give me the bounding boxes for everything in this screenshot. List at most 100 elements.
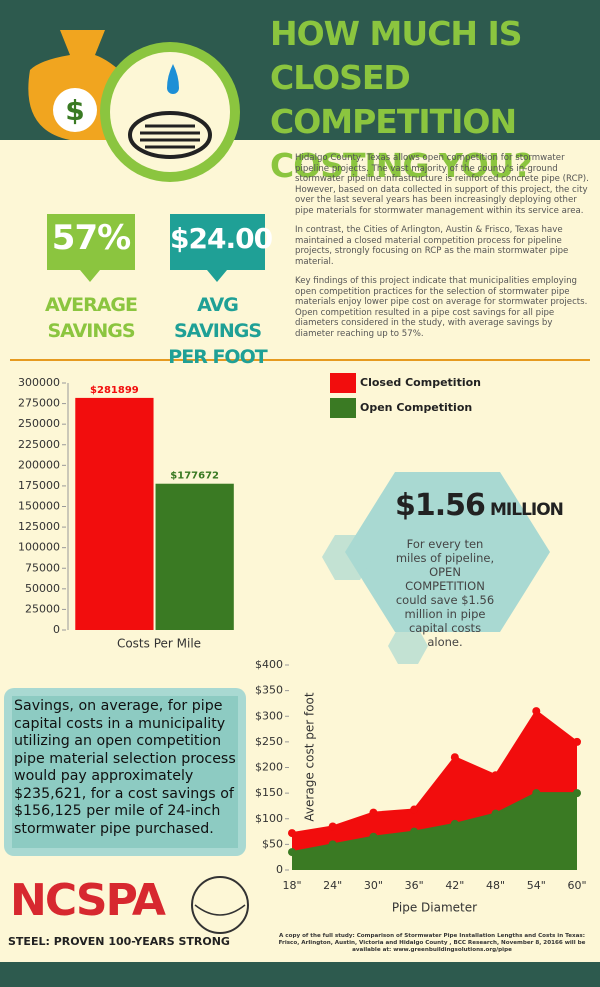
savings-text: Savings, on average, for pipe capital co… <box>14 698 236 837</box>
stat-label: AVERAGE SAVINGS <box>40 292 142 344</box>
bar <box>155 483 234 630</box>
stat-box <box>47 214 135 270</box>
point <box>288 829 296 838</box>
y-tick-label: 100000 <box>18 541 60 554</box>
point <box>288 848 296 857</box>
bar <box>75 397 154 630</box>
y-tick-label: 225000 <box>18 438 60 451</box>
y-tick-label: $200 <box>255 761 283 774</box>
point <box>410 805 419 814</box>
footer-band <box>0 962 600 987</box>
point <box>573 789 581 798</box>
stat-label-line: AVERAGE <box>44 294 138 316</box>
drop <box>167 64 179 95</box>
x-tick-label: 54" <box>527 879 546 892</box>
stat-label: AVG SAVINGS PER FOOT <box>155 292 280 370</box>
stat-box <box>170 214 265 270</box>
y-tick-label: $300 <box>255 709 283 722</box>
y-tick-label: $150 <box>255 786 283 799</box>
x-tick-label: 30" <box>364 879 383 892</box>
hexagon-small <box>388 628 428 664</box>
dollar-icon: $ <box>65 94 84 127</box>
y-tick-label: 75000 <box>25 561 60 574</box>
legend-swatch <box>330 398 356 418</box>
x-tick-label: 18" <box>282 879 301 892</box>
y-tick-label: 250000 <box>18 417 60 430</box>
x-tick-label: 36" <box>405 879 424 892</box>
point <box>532 789 541 798</box>
x-tick-label: 24" <box>323 879 342 892</box>
paragraph: In contrast, the Cities of Arlington, Au… <box>295 225 569 267</box>
amount-unit: MILLION <box>490 500 564 520</box>
hexagon-small <box>322 535 373 580</box>
y-tick-label: 125000 <box>18 520 60 533</box>
y-tick-label: 175000 <box>18 479 60 492</box>
stat-pointer <box>207 270 227 282</box>
y-tick-label: 0 <box>53 623 60 636</box>
y-tick-label: $250 <box>255 735 283 748</box>
logo: NCSPA <box>10 875 166 926</box>
point <box>328 840 337 849</box>
point <box>328 822 337 831</box>
x-axis-label: Pipe Diameter <box>392 901 477 915</box>
stat-label-line: AVG SAVINGS <box>173 294 262 342</box>
drain <box>128 111 212 159</box>
point <box>369 808 378 817</box>
title: HOW MUCH IS CLOSED COMPETITION COSTING Y… <box>270 12 600 188</box>
x-tick-label: Costs Per Mile <box>117 637 201 651</box>
point <box>369 832 378 841</box>
point <box>491 771 500 780</box>
y-tick-label: 0 <box>276 863 283 876</box>
value-label: $177672 <box>170 471 219 482</box>
hex-amount: $1.56 MILLION <box>395 488 564 523</box>
pipe-icon-water <box>194 904 246 916</box>
stat-pointer <box>80 270 100 282</box>
y-tick-label: $100 <box>255 812 283 825</box>
point <box>450 753 459 762</box>
pipe-icon <box>191 876 249 934</box>
x-tick-label: 60" <box>567 879 586 892</box>
legend-label: Open Competition <box>360 401 472 414</box>
charts: 0 25000 50000 75000 100000 125000 150000 175000… <box>18 373 587 915</box>
y-tick-label: 200000 <box>18 458 60 471</box>
legend-swatch <box>330 373 356 393</box>
y-tick-label: 50000 <box>25 582 60 595</box>
paragraph: Key findings of this project indicate th… <box>295 276 588 339</box>
point <box>491 809 500 818</box>
title-line: CLOSED COMPETITION <box>270 58 517 141</box>
value-label: $281899 <box>90 385 139 396</box>
drain-grate <box>140 124 200 149</box>
point <box>450 819 459 828</box>
paragraph: Hidalgo County, Texas allows open compet… <box>295 153 589 216</box>
stat-label-line: PER FOOT <box>168 346 267 368</box>
point <box>410 827 419 836</box>
y-tick-label: $400 <box>255 658 283 671</box>
tagline: STEEL: PROVEN 100-YEARS STRONG <box>8 935 230 948</box>
point <box>532 707 541 716</box>
body-text: Hidalgo County, Texas allows open compet… <box>295 153 590 339</box>
y-tick-label: $350 <box>255 684 283 697</box>
footnote: A copy of the full study: Comparison of … <box>278 933 586 953</box>
amount: $1.56 <box>395 488 486 523</box>
hex-text: For every ten miles of pipeline, OPEN CO… <box>395 537 495 649</box>
stat-value: $24.00 <box>170 222 273 255</box>
title-line: HOW MUCH IS <box>270 14 523 53</box>
area <box>292 793 577 870</box>
legend-label: Closed Competition <box>360 376 481 389</box>
y-tick-label: 300000 <box>18 376 60 389</box>
y-tick-label: 25000 <box>25 602 60 615</box>
y-axis-label: Average cost per foot <box>303 692 317 821</box>
line <box>291 792 577 854</box>
y-tick-label: $50 <box>262 837 283 850</box>
coin <box>53 88 97 132</box>
savings-box <box>12 696 238 848</box>
line <box>291 709 578 835</box>
point <box>573 737 581 746</box>
title-line: COSTING YOU? <box>270 146 533 185</box>
x-tick-label: 48" <box>486 879 505 892</box>
stat-label-line: SAVINGS <box>47 320 135 342</box>
x-tick-label: 42" <box>445 879 464 892</box>
stat-value: 57% <box>51 218 131 258</box>
